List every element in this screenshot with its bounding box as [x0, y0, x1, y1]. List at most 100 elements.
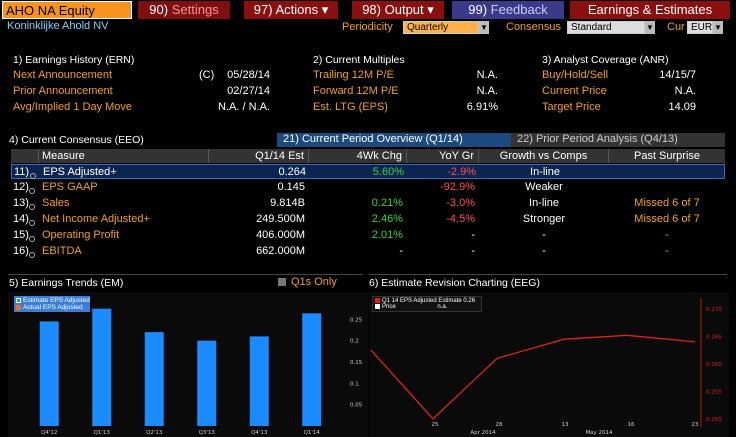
ticker-field[interactable]: AHO NA Equity — [2, 1, 132, 19]
table-header: Measure Q1/14 Est 4Wk Chg YoY Gr Growth … — [11, 149, 725, 163]
multiples-label: Trailing 12M P/E — [313, 69, 394, 81]
row-radio-icon[interactable] — [30, 169, 36, 184]
table-row[interactable]: 12) EPS GAAP 0.145 -92.9% Weaker — [11, 180, 725, 195]
eps-bar[interactable] — [302, 313, 322, 426]
multiples-value: N.A. — [476, 85, 498, 97]
actual-swatch — [16, 304, 21, 310]
table-row[interactable]: 13) Sales 9.814B 0.21% -3.0% In-line Missed 6 … — [11, 196, 725, 211]
legend-estimate-line: Q1 14 EPS Adjusted Estimate 0.26 — [375, 298, 479, 304]
row-growth: - — [542, 245, 546, 257]
q1s-checkbox[interactable] — [278, 278, 286, 286]
estimate-revision-title[interactable]: 6) Estimate Revision Charting (EEG) — [369, 277, 540, 289]
row-estimate: 0.264 — [278, 166, 306, 178]
row-measure: Operating Profit — [42, 229, 120, 241]
current-consensus-title[interactable]: 4) Current Consensus (EEO) — [9, 134, 144, 146]
history-value: N.A. / N.A. — [218, 101, 270, 113]
row-surprise: - — [665, 245, 669, 257]
row-measure: EPS Adjusted+ — [43, 166, 117, 178]
feedback-num: 99) — [468, 2, 488, 17]
analyst-coverage-title[interactable]: 3) Analyst Coverage (ANR) — [542, 54, 669, 66]
row-estimate: 0.145 — [277, 181, 305, 193]
header-yoy[interactable]: YoY Gr — [407, 149, 479, 163]
tab-current-period[interactable]: 21) Current Period Overview (Q1/14) — [277, 133, 511, 147]
header-est[interactable]: Q1/14 Est — [209, 149, 309, 163]
coverage-label: Buy/Hold/Sell — [542, 69, 609, 81]
estimate-swatch — [16, 297, 21, 303]
row-radio-icon[interactable] — [29, 184, 35, 199]
cur-label: Cur — [667, 21, 685, 33]
line-x-group: May 2014 — [585, 430, 613, 436]
consensus-dropdown-icon[interactable]: ▼ — [645, 21, 655, 34]
bar-y-tick: 0.25 — [350, 317, 363, 323]
line-y-tick: 0.255 — [706, 389, 722, 395]
row-surprise: Missed 6 of 7 — [634, 213, 700, 225]
legend-estimate: Estimate EPS Adjusted — [16, 297, 90, 304]
row-number: 11) — [14, 166, 30, 178]
revision-legend-label-0: Q1 14 EPS Adjusted Estimate — [382, 298, 462, 305]
header-measure[interactable]: Measure — [39, 149, 209, 163]
header-surprise[interactable]: Past Surprise — [633, 150, 701, 162]
eps-bar[interactable] — [92, 308, 112, 426]
periodicity-select[interactable]: Quarterly — [403, 21, 479, 34]
coverage-value: N.A. — [674, 85, 696, 97]
table-row[interactable]: 14) Net Income Adjusted+ 249.500M 2.46% -4.5… — [11, 212, 725, 227]
table-row[interactable]: 11) EPS Adjusted+ 0.264 5.60% -2.9% In-line — [11, 164, 725, 179]
header-chg[interactable]: 4Wk Chg — [309, 149, 407, 163]
revision-legend-value-0: 0.26 — [463, 298, 476, 305]
row-radio-icon[interactable] — [29, 232, 35, 247]
row-estimate: 249.500M — [256, 213, 305, 225]
legend-price-line: Price n.a. — [375, 304, 479, 310]
eps-bar[interactable] — [144, 332, 164, 426]
row-measure: Net Income Adjusted+ — [42, 213, 150, 225]
actions-num: 97) — [253, 2, 273, 17]
row-radio-icon[interactable] — [29, 248, 35, 263]
history-value: 05/28/14 — [227, 69, 270, 81]
row-4wk-chg: - — [399, 245, 403, 257]
trends-divider — [8, 274, 363, 275]
bar-y-tick: 0.1 — [350, 381, 359, 387]
table-row[interactable]: 15) Operating Profit 406.000M 2.01% - - - — [11, 228, 725, 243]
row-surprise: Missed 6 of 7 — [634, 197, 700, 209]
table-row[interactable]: 16) EBITDA 662.000M - - - - — [11, 244, 725, 259]
actions-button[interactable]: 97) Actions ▾ — [244, 1, 338, 19]
periodicity-dropdown-icon[interactable]: ▼ — [479, 21, 489, 34]
row-number: 14) — [13, 213, 29, 225]
feedback-button[interactable]: 99) Feedback — [452, 1, 564, 19]
row-yoy: -4.5% — [446, 213, 475, 225]
eps-bar[interactable] — [249, 336, 269, 426]
consensus-select[interactable]: Standard — [567, 21, 645, 34]
history-flag: (C) — [199, 69, 215, 81]
row-measure: Sales — [42, 197, 70, 209]
row-4wk-chg: 0.21% — [371, 197, 403, 209]
coverage-label: Current Price — [542, 85, 607, 97]
line-swatch — [375, 298, 380, 303]
revision-legend-label-1: Price — [382, 304, 396, 311]
q1s-label: Q1s Only — [291, 276, 337, 288]
earnings-history-title[interactable]: 1) Earnings History (ERN) — [13, 54, 135, 66]
settings-button[interactable]: 90) Settings — [138, 1, 230, 19]
bar-y-tick: 0.15 — [350, 360, 363, 366]
row-yoy: - — [471, 229, 475, 241]
legend-estimate-label: Estimate EPS Adjusted — [23, 297, 90, 304]
legend-actual: Actual EPS Adjusted — [16, 304, 88, 311]
eps-bar[interactable] — [39, 321, 59, 426]
line-x-group: Apr 2014 — [470, 430, 496, 436]
currency-select[interactable]: EUR — [687, 21, 713, 34]
currency-dropdown-icon[interactable]: ▼ — [713, 21, 723, 34]
earnings-trends-title[interactable]: 5) Earnings Trends (EM) — [9, 277, 124, 289]
eps-bar[interactable] — [197, 340, 217, 426]
line-y-tick: 0.270 — [706, 307, 722, 313]
trends-legend: Estimate EPS Adjusted Actual EPS Adjuste… — [14, 296, 90, 312]
estimate-line — [370, 334, 696, 420]
output-button[interactable]: 98) Output ▾ — [352, 1, 444, 19]
row-radio-icon[interactable] — [29, 216, 35, 231]
header-growth[interactable]: Growth vs Comps — [479, 149, 609, 163]
line-x-tick: 23 — [692, 422, 699, 428]
actions-label: Actions — [275, 2, 319, 17]
row-radio-icon[interactable] — [29, 200, 35, 215]
row-estimate: 406.000M — [256, 229, 305, 241]
current-multiples-title[interactable]: 2) Current Multiples — [313, 54, 405, 66]
tab-prior-period[interactable]: 22) Prior Period Analysis (Q4/13) — [511, 133, 725, 147]
bar-x-tick: Q4'12 — [41, 430, 57, 436]
line-y-tick: 0.260 — [706, 362, 722, 368]
